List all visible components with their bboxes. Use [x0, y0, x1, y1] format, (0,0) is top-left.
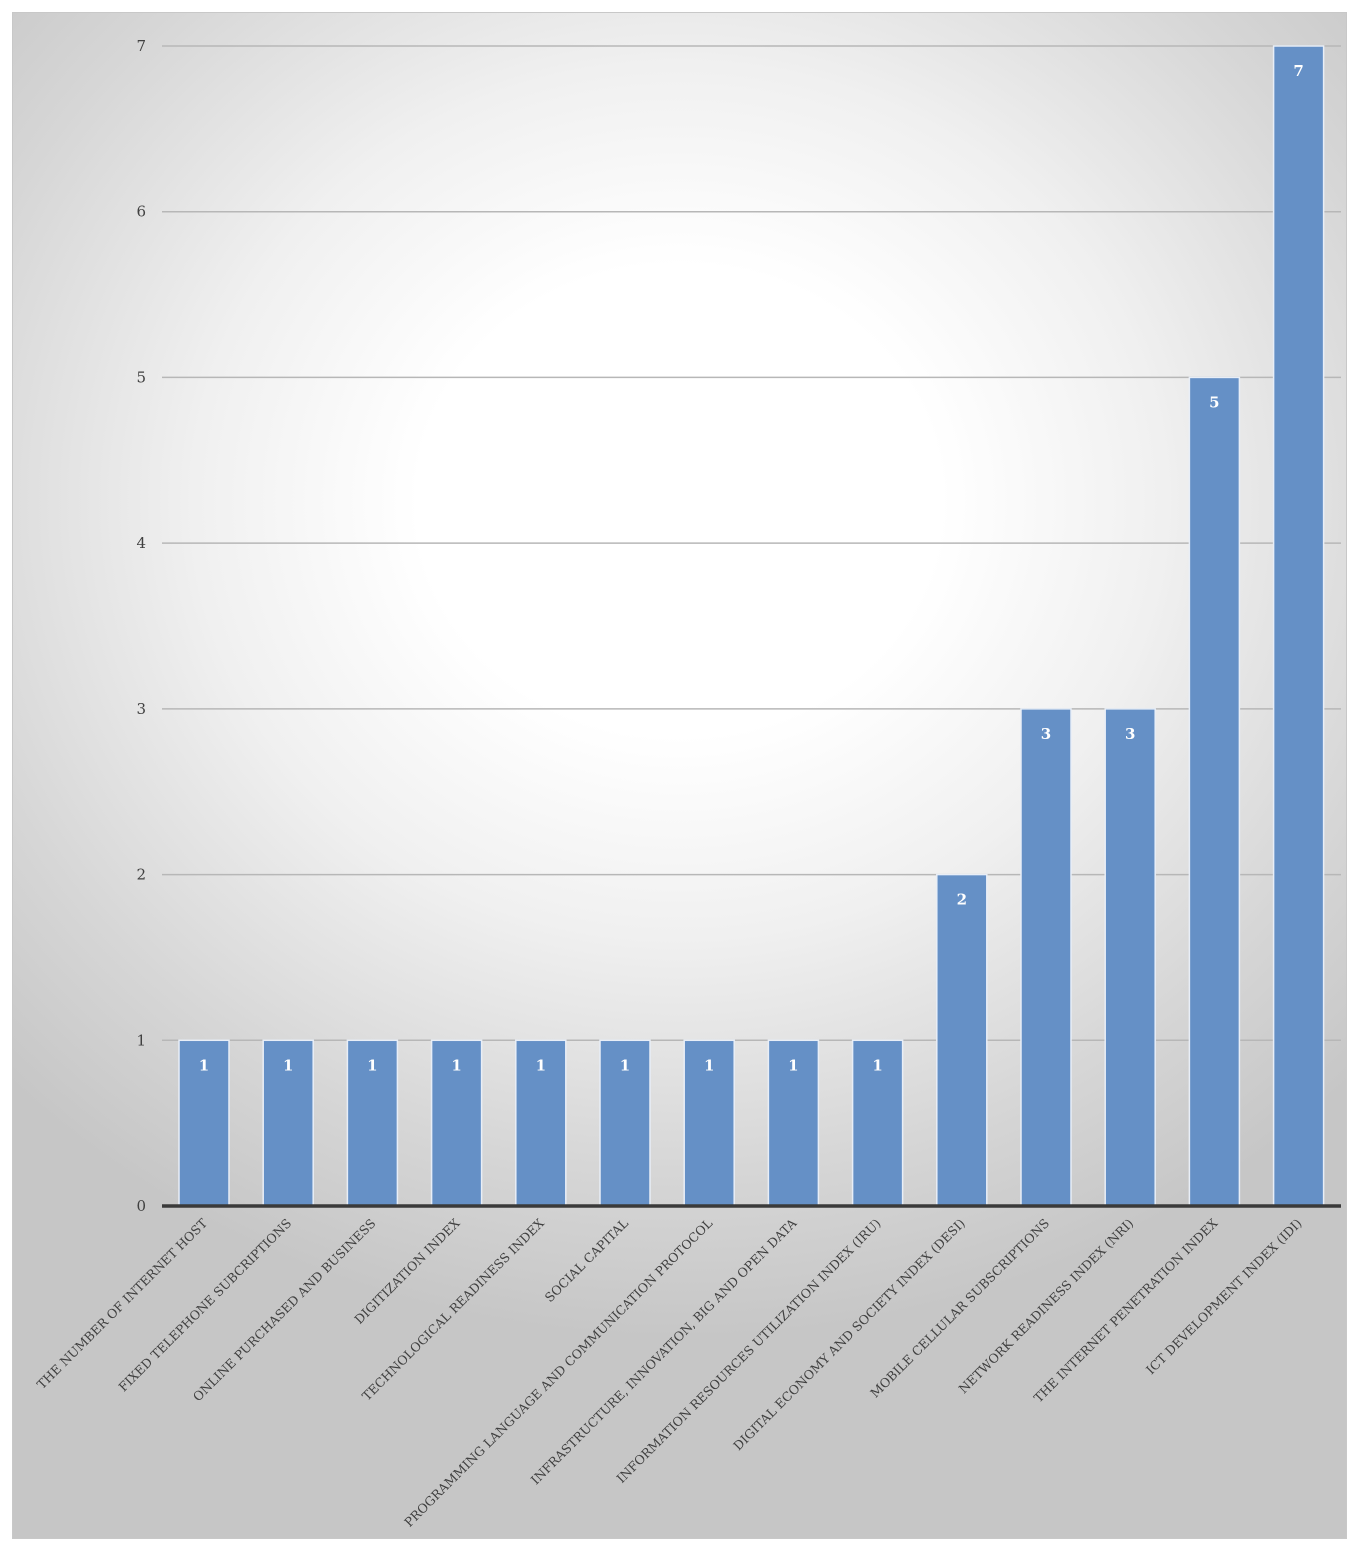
y-tick-label: 7: [136, 37, 146, 55]
y-tick-label: 5: [136, 368, 146, 386]
y-tick-label: 2: [136, 866, 146, 884]
x-category-label: THE INTERNET PENETRATION INDEX: [1031, 1215, 1221, 1405]
data-label: 3: [1125, 725, 1135, 743]
data-label: 1: [451, 1056, 461, 1074]
x-category-label: ICT DEVELOPMENT INDEX (IDI): [1143, 1216, 1305, 1378]
x-category-label: NETWORK READINESS INDEX (NRI): [956, 1216, 1137, 1397]
y-axis-ticks: 0 1 2 3 4 5 6 7: [136, 37, 146, 1215]
x-category-label: ONLINE PURCHASED AND BUSINESS: [190, 1216, 379, 1405]
bar: [1020, 708, 1072, 1207]
x-category-label: TECHNOLOGICAL READINESS INDEX: [359, 1215, 547, 1403]
data-label: 2: [957, 891, 967, 909]
bars: [178, 45, 1325, 1207]
bar: [599, 1039, 651, 1207]
data-label: 1: [367, 1056, 377, 1074]
y-tick-label: 3: [136, 700, 146, 718]
data-label: 1: [536, 1056, 546, 1074]
bar: [178, 1039, 230, 1207]
data-label: 1: [872, 1056, 882, 1074]
data-label: 7: [1293, 62, 1303, 80]
bar: [1272, 45, 1325, 1207]
x-category-label: MOBILE CELLULAR SUBSCRIPTIONS: [867, 1216, 1052, 1401]
bar: [851, 1039, 904, 1207]
y-tick-label: 0: [136, 1197, 146, 1215]
y-tick-label: 6: [136, 203, 146, 221]
x-category-label: THE NUMBER OF INTERNET HOST: [34, 1215, 211, 1392]
bar: [346, 1039, 399, 1207]
data-label: 1: [788, 1056, 798, 1074]
x-category-label: FIXED TELEPHONE SUBCRIPTIONS: [115, 1216, 294, 1395]
x-category-label: PROGRAMMING LANGUAGE AND COMMUNICATION P…: [401, 1216, 715, 1530]
data-label: 3: [1041, 725, 1051, 743]
bar: [262, 1039, 314, 1207]
data-label: 1: [704, 1056, 714, 1074]
bar: [430, 1039, 483, 1207]
bar: [936, 873, 988, 1207]
data-label: 5: [1209, 393, 1219, 411]
gridlines: [162, 45, 1341, 1042]
bar: [1104, 708, 1156, 1207]
x-category-label: SOCIAL CAPITAL: [542, 1216, 631, 1305]
bar: [515, 1039, 567, 1207]
data-label: 1: [199, 1056, 209, 1074]
data-label: 1: [283, 1056, 293, 1074]
y-tick-label: 1: [136, 1031, 146, 1049]
y-tick-label: 4: [136, 534, 146, 552]
bar: [683, 1039, 735, 1207]
data-label: 1: [620, 1056, 630, 1074]
bar: [1188, 376, 1241, 1207]
data-labels: 1 1 1 1 1 1 1 1 1 2 3 3 5 7: [199, 62, 1304, 1074]
